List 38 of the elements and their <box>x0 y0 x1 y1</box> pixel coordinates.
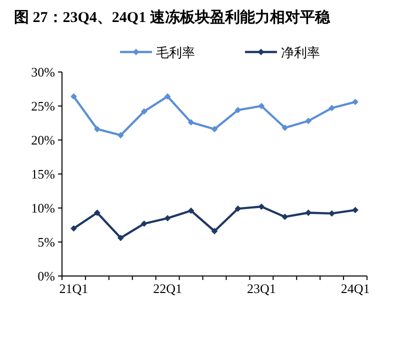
x-tick-label: 22Q1 <box>153 281 182 296</box>
point <box>70 225 77 232</box>
chart-title: 图 27：23Q4、24Q1 速冻板块盈利能力相对平稳 <box>14 9 331 26</box>
x-tick-label: 23Q1 <box>246 281 276 296</box>
point <box>140 108 148 115</box>
point <box>258 102 265 110</box>
point <box>211 228 218 234</box>
legend-label: 毛利率 <box>156 45 195 60</box>
legend-label: 净利率 <box>281 45 320 60</box>
point <box>305 118 312 124</box>
point <box>328 210 336 217</box>
point <box>305 210 312 216</box>
point <box>258 203 265 210</box>
point <box>164 93 171 100</box>
point <box>234 106 242 114</box>
y-tick-label: 5% <box>38 234 56 250</box>
point <box>164 215 171 222</box>
y-tick-label: 20% <box>31 132 56 148</box>
point <box>328 104 336 112</box>
point <box>94 126 100 132</box>
y-tick-label: 15% <box>31 166 56 182</box>
point <box>352 98 358 106</box>
point <box>140 220 148 227</box>
point <box>188 119 194 126</box>
y-tick-label: 10% <box>31 200 56 216</box>
y-tick-label: 30% <box>31 64 56 80</box>
point <box>117 132 124 138</box>
y-tick-label: 0% <box>38 268 56 284</box>
point <box>282 124 288 131</box>
x-tick-label: 21Q1 <box>59 281 88 296</box>
point <box>188 208 194 214</box>
point <box>234 205 242 212</box>
y-tick-label: 25% <box>31 98 56 114</box>
point <box>94 210 100 216</box>
point <box>211 126 218 132</box>
point <box>117 234 124 242</box>
point <box>282 214 288 220</box>
x-tick-label: 24Q1 <box>340 281 370 296</box>
